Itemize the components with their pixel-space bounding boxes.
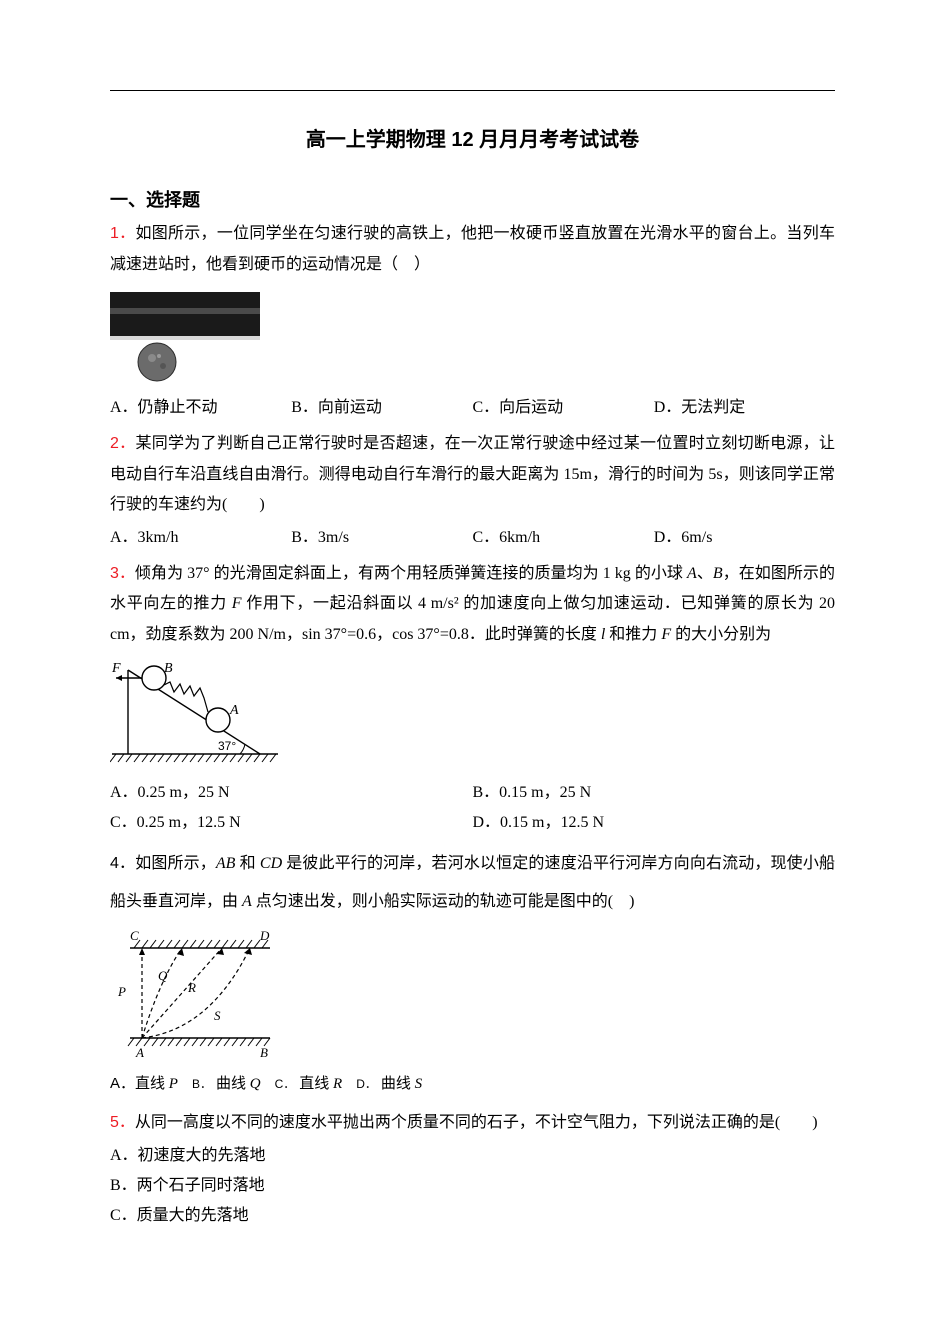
q3-num: 3． <box>110 565 135 582</box>
q3-opt-a: A．0.25 m，25 N <box>110 778 473 808</box>
q3-label-A: A <box>229 703 239 718</box>
q4-label-P: P <box>117 984 126 999</box>
q4-b-sym: Q <box>250 1076 261 1092</box>
q4-opt-d: D． 曲线 S <box>356 1070 422 1099</box>
q4-AB: AB <box>216 855 236 872</box>
q4-c-label: C． <box>275 1077 296 1091</box>
q4-figure: C D A B P Q <box>110 930 835 1060</box>
q1-body: 如图所示，一位同学坐在匀速行驶的高铁上，他把一枚硬币竖直放置在光滑水平的窗台上。… <box>110 225 835 272</box>
q4-num: 4． <box>110 855 135 872</box>
section-header: 一、选择题 <box>110 183 835 217</box>
q1-opt-b: B．向前运动 <box>291 393 472 423</box>
q4-label-R: R <box>187 980 196 995</box>
q3-label-F: F <box>111 661 121 676</box>
q4-label-A: A <box>135 1045 144 1060</box>
q4-opt-b: B． 曲线 Q <box>192 1070 261 1099</box>
page-title: 高一上学期物理 12 月月月考考试试卷 <box>110 121 835 159</box>
q1-opt-d: D．无法判定 <box>654 393 835 423</box>
q4-label-Q: Q <box>158 968 168 983</box>
q5-opt-a: A．初速度大的先落地 <box>110 1141 835 1171</box>
q5-opt-b: B．两个石子同时落地 <box>110 1171 835 1201</box>
q4-a-label: A． <box>110 1075 135 1092</box>
q3-F2: F <box>661 626 671 643</box>
q4-CD: CD <box>260 855 282 872</box>
q4-label-D: D <box>259 930 270 943</box>
q5-num: 5． <box>110 1114 135 1131</box>
q1-opt-c: C．向后运动 <box>473 393 654 423</box>
q1-num: 1． <box>110 225 135 242</box>
q3-label-B: B <box>164 661 173 676</box>
q3-figure: 37° B A F <box>110 658 835 768</box>
q4-text: 4．如图所示，AB 和 CD 是彼此平行的河岸，若河水以恒定的速度沿平行河岸方向… <box>110 845 835 922</box>
q2-opt-b: B．3m/s <box>291 523 472 553</box>
top-rule <box>110 90 835 91</box>
q4-label-C: C <box>130 930 139 943</box>
q2-opt-d: D．6m/s <box>654 523 835 553</box>
q3-p5: 的大小分别为 <box>671 626 771 643</box>
q3-options: A．0.25 m，25 N B．0.15 m，25 N C．0.25 m，12.… <box>110 778 835 839</box>
q2-text: 2．某同学为了判断自己正常行驶时是否超速，在一次正常行驶途中经过某一位置时立刻切… <box>110 429 835 520</box>
q3-opt-b: B．0.15 m，25 N <box>473 778 836 808</box>
q1-options: A．仍静止不动 B．向前运动 C．向后运动 D．无法判定 <box>110 393 835 423</box>
q2-options: A．3km/h B．3m/s C．6km/h D．6m/s <box>110 523 835 553</box>
q4-label-S: S <box>214 1008 221 1023</box>
q3-p1: 倾角为 37° 的光滑固定斜面上，有两个用轻质弹簧连接的质量均为 1 kg 的小… <box>135 565 687 582</box>
q4-options: A．直线 P B．曲线 Q C．直线 R D．曲线 S <box>110 1070 835 1099</box>
q3-opt-d: D．0.15 m，12.5 N <box>473 808 836 838</box>
q2-num: 2． <box>110 435 135 452</box>
q1-text: 1．如图所示，一位同学坐在匀速行驶的高铁上，他把一枚硬币竖直放置在光滑水平的窗台… <box>110 219 835 280</box>
q4-p1: 如图所示， <box>135 855 216 872</box>
q4-c-val: 直线 <box>299 1076 333 1092</box>
q2-body: 某同学为了判断自己正常行驶时是否超速，在一次正常行驶途中经过某一位置时立刻切断电… <box>110 435 835 513</box>
q4-and: 和 <box>235 855 259 872</box>
q5-opt-c: C．质量大的先落地 <box>110 1201 835 1231</box>
q1-opt-a: A．仍静止不动 <box>110 393 291 423</box>
q4-d-label: D． <box>356 1077 377 1091</box>
q4-b-label: B． <box>192 1077 212 1091</box>
q4-d-val: 曲线 <box>381 1076 415 1092</box>
q4-c-sym: R <box>333 1076 342 1092</box>
q3-pu1: ， <box>723 565 739 582</box>
q3-p4: 和推力 <box>605 626 661 643</box>
q5-options: A．初速度大的先落地 B．两个石子同时落地 C．质量大的先落地 <box>110 1141 835 1232</box>
q3-angle-label: 37° <box>218 739 236 753</box>
q3-A: A <box>687 565 697 582</box>
q4-d-sym: S <box>415 1076 423 1092</box>
q4-a-sym: P <box>169 1076 178 1092</box>
q4-A: A <box>242 893 252 910</box>
q3-text: 3．倾角为 37° 的光滑固定斜面上，有两个用轻质弹簧连接的质量均为 1 kg … <box>110 559 835 650</box>
q4-opt-a: A．直线 P <box>110 1070 178 1099</box>
q2-opt-c: C．6km/h <box>473 523 654 553</box>
q1-figure <box>110 288 835 383</box>
q4-label-B: B <box>260 1045 268 1060</box>
q3-opt-c: C．0.25 m，12.5 N <box>110 808 473 838</box>
q2-opt-a: A．3km/h <box>110 523 291 553</box>
q4-opt-c: C．直线 R <box>275 1070 343 1099</box>
q3-B: B <box>713 565 723 582</box>
q4-a-val: 直线 <box>135 1076 169 1092</box>
q5-body: 从同一高度以不同的速度水平抛出两个质量不同的石子，不计空气阻力，下列说法正确的是… <box>135 1114 818 1131</box>
q3-c1: 、 <box>697 565 713 582</box>
q5-text: 5．从同一高度以不同的速度水平抛出两个质量不同的石子，不计空气阻力，下列说法正确… <box>110 1108 835 1138</box>
q4-b-val: 曲线 <box>216 1076 250 1092</box>
q4-p3: 点匀速出发，则小船实际运动的轨迹可能是图中的( ) <box>252 893 635 910</box>
